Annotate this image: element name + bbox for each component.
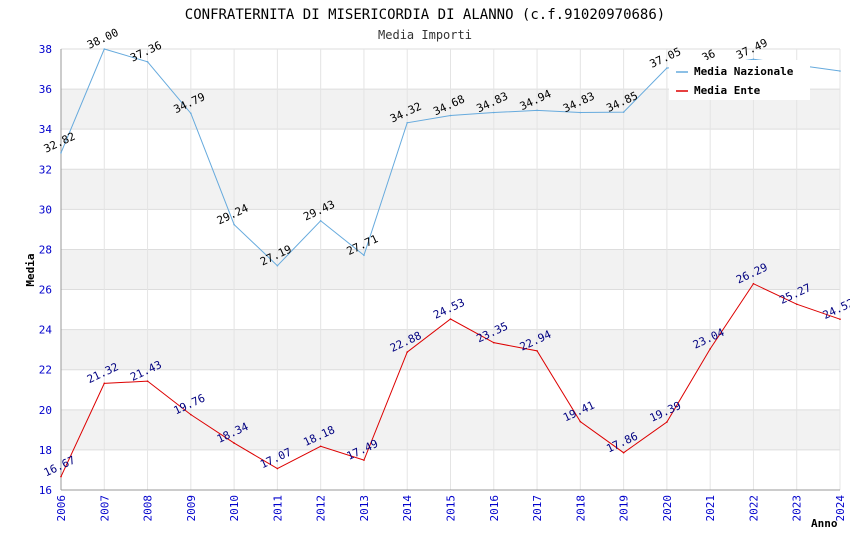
data-point-media-ente — [709, 348, 711, 350]
data-point-media-nazionale — [146, 61, 149, 63]
y-tick-label: 18 — [39, 444, 52, 457]
y-tick-label: 30 — [39, 203, 52, 216]
y-tick-label: 32 — [39, 163, 52, 176]
x-tick-label: 2010 — [228, 495, 241, 522]
x-tick-label: 2024 — [834, 495, 847, 522]
data-point-media-nazionale — [536, 109, 538, 112]
x-tick-label: 2015 — [445, 495, 458, 522]
y-tick-label: 22 — [39, 364, 52, 377]
legend-background — [669, 60, 810, 100]
y-tick-label: 38 — [39, 43, 52, 56]
legend: Media Nazionale Media Ente — [669, 60, 810, 100]
data-point-media-ente — [666, 421, 668, 423]
y-tick-label: 26 — [39, 284, 52, 297]
legend-label-media-ente: Media Ente — [694, 84, 761, 97]
data-point-media-ente — [146, 380, 149, 382]
y-tick-label: 20 — [39, 404, 52, 417]
data-point-media-nazionale — [190, 112, 192, 115]
x-tick-label: 2014 — [401, 495, 414, 522]
y-tick-label: 36 — [39, 83, 52, 96]
data-point-media-nazionale — [752, 58, 755, 61]
data-point-media-ente — [319, 445, 322, 448]
data-point-media-ente — [103, 382, 106, 385]
data-point-media-nazionale — [579, 111, 582, 114]
x-tick-label: 2023 — [791, 495, 804, 522]
x-tick-label: 2022 — [747, 495, 760, 522]
data-point-media-nazionale — [449, 114, 452, 117]
x-tick-label: 2007 — [98, 495, 111, 522]
data-point-media-ente — [449, 318, 452, 320]
data-point-media-ente — [579, 420, 582, 423]
chart-subtitle: Media Importi — [378, 28, 472, 42]
x-tick-label: 2006 — [55, 495, 68, 522]
x-tick-label: 2012 — [315, 495, 328, 522]
data-point-media-nazionale — [276, 264, 279, 267]
x-tick-label: 2011 — [271, 495, 284, 522]
x-tick-label: 2021 — [704, 495, 717, 522]
data-point-media-nazionale — [839, 70, 841, 72]
x-tick-label: 2008 — [142, 495, 155, 522]
x-tick-label: 2020 — [661, 495, 674, 522]
data-point-media-ente — [536, 350, 538, 352]
data-point-media-nazionale — [233, 223, 235, 226]
y-tick-label: 28 — [39, 243, 52, 256]
data-label-media-nazionale: 38.00 — [85, 26, 121, 52]
data-point-media-ente — [839, 318, 841, 321]
y-tick-label: 16 — [39, 484, 52, 497]
x-tick-label: 2013 — [358, 495, 371, 522]
data-point-media-nazionale — [319, 219, 322, 222]
data-point-media-nazionale — [60, 152, 62, 154]
y-tick-label: 34 — [39, 123, 53, 136]
data-point-media-nazionale — [622, 111, 625, 113]
data-point-media-nazionale — [666, 67, 668, 69]
chart-title: CONFRATERNITA DI MISERICORDIA DI ALANNO … — [185, 7, 665, 23]
data-point-media-ente — [276, 467, 279, 470]
y-tick-label: 24 — [39, 324, 53, 337]
x-axis-label: Anno — [811, 517, 838, 530]
data-point-media-ente — [795, 303, 798, 305]
x-tick-label: 2018 — [574, 495, 587, 522]
data-point-media-ente — [233, 442, 235, 444]
x-tick-label: 2009 — [185, 495, 198, 522]
data-point-media-ente — [363, 459, 365, 461]
data-point-media-ente — [60, 475, 62, 478]
y-axis-label: Media — [24, 253, 37, 286]
x-tick-label: 2016 — [488, 495, 501, 522]
data-point-media-nazionale — [406, 121, 409, 124]
x-tick-label: 2017 — [531, 495, 544, 522]
data-point-media-ente — [492, 341, 495, 344]
data-point-media-nazionale — [103, 48, 106, 50]
data-point-media-nazionale — [492, 111, 495, 114]
data-point-media-ente — [752, 282, 755, 285]
data-point-media-ente — [622, 451, 625, 454]
data-point-media-ente — [406, 351, 409, 353]
x-tick-label: 2019 — [618, 495, 631, 522]
legend-label-media-nazionale: Media Nazionale — [694, 65, 794, 78]
data-point-media-ente — [190, 413, 192, 416]
data-point-media-nazionale — [363, 254, 365, 257]
